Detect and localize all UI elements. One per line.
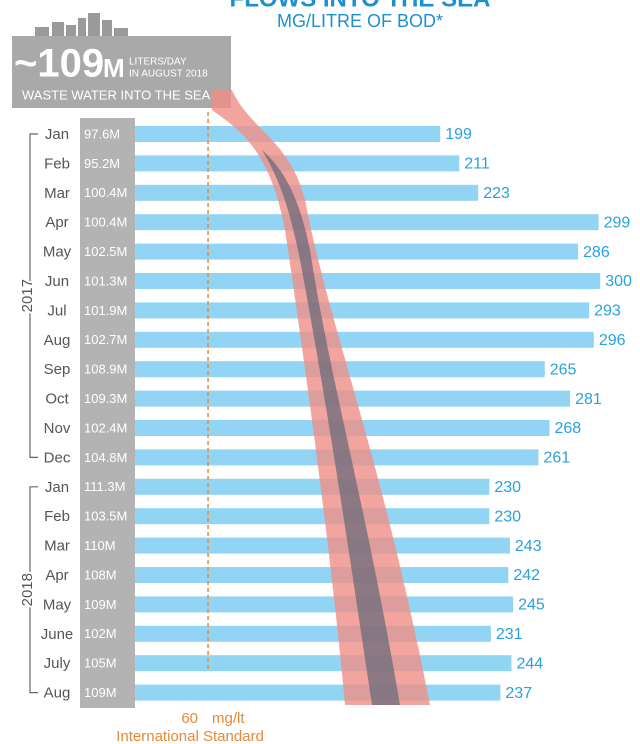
value-label: 199 — [445, 126, 472, 143]
month-label: Oct — [45, 391, 69, 408]
volume-label: 102.7M — [84, 332, 127, 347]
value-label: 244 — [516, 655, 543, 672]
bar — [135, 332, 594, 348]
volume-label: 108.9M — [84, 362, 127, 377]
value-label: 296 — [599, 332, 626, 349]
month-label: Aug — [44, 685, 71, 702]
value-label: 237 — [505, 685, 532, 702]
headline-line1: LITERS/DAY — [129, 57, 187, 68]
value-label: 300 — [605, 273, 632, 290]
standard-caption: International Standard — [116, 728, 264, 744]
month-label: Jan — [45, 479, 69, 496]
month-label: June — [41, 626, 74, 643]
skyline — [35, 13, 128, 36]
bar — [135, 567, 508, 583]
value-label: 230 — [494, 508, 521, 525]
month-label: Jun — [45, 273, 69, 290]
month-label: Jan — [45, 126, 69, 143]
volume-label: 101.3M — [84, 273, 127, 288]
volume-label: 109M — [84, 685, 117, 700]
volume-label: 95.2M — [84, 156, 120, 171]
value-label: 230 — [494, 479, 521, 496]
headline: ~109 — [14, 42, 104, 86]
headline-line2: IN AUGUST 2018 — [129, 69, 208, 80]
month-label: Feb — [44, 155, 70, 172]
month-label: Dec — [44, 449, 71, 466]
value-label: 211 — [464, 156, 490, 173]
month-label: May — [43, 596, 72, 613]
value-label: 268 — [555, 420, 582, 437]
month-label: July — [44, 655, 71, 672]
month-label: Mar — [44, 185, 70, 202]
volume-label: 109.3M — [84, 391, 127, 406]
value-label: 286 — [583, 244, 610, 261]
volume-label: 103.5M — [84, 509, 127, 524]
month-label: Aug — [44, 332, 71, 349]
value-label: 299 — [604, 214, 631, 231]
bar — [135, 538, 510, 554]
volume-label: 110M — [84, 538, 116, 553]
volume-label: 104.8M — [84, 450, 127, 465]
year-label: 2017 — [19, 279, 36, 312]
volume-label: 111.3M — [84, 479, 125, 494]
bar — [135, 479, 489, 495]
month-label: Jul — [47, 302, 66, 319]
bar — [135, 185, 478, 201]
standard-value: 60 — [181, 710, 198, 727]
volume-label: 105M — [84, 656, 117, 671]
month-label: Mar — [44, 538, 70, 555]
bar — [135, 626, 491, 642]
month-label: Feb — [44, 508, 70, 525]
volume-label: 101.9M — [84, 303, 127, 318]
month-label: Apr — [45, 214, 68, 231]
volume-label: 97.6M — [84, 126, 120, 141]
bar — [135, 302, 589, 318]
year-label: 2018 — [19, 573, 36, 606]
volume-column — [80, 118, 135, 708]
standard-unit: mg/lt — [212, 710, 245, 727]
volume-label: 109M — [84, 597, 117, 612]
value-label: 245 — [518, 597, 545, 614]
value-label: 242 — [513, 567, 540, 584]
month-label: May — [43, 244, 72, 261]
month-label: Apr — [45, 567, 68, 584]
headline-caption: WASTE WATER INTO THE SEA — [22, 87, 211, 102]
value-label: 231 — [496, 626, 523, 643]
bar — [135, 273, 600, 289]
bar — [135, 685, 500, 701]
chart-subtitle: MG/LITRE OF BOD* — [277, 11, 443, 31]
volume-label: 102.4M — [84, 420, 127, 435]
volume-label: 100.4M — [84, 185, 127, 200]
value-label: 261 — [543, 450, 570, 467]
month-label: Sep — [44, 361, 71, 378]
volume-label: 102M — [84, 626, 117, 641]
bar — [135, 508, 489, 524]
bar — [135, 155, 459, 171]
bar — [135, 655, 511, 671]
volume-label: 108M — [84, 567, 117, 582]
value-label: 293 — [594, 303, 621, 320]
value-label: 281 — [575, 391, 602, 408]
value-label: 223 — [483, 185, 510, 202]
value-label: 243 — [515, 538, 542, 555]
headline-unit: M — [103, 53, 125, 83]
value-label: 265 — [550, 361, 577, 378]
bar — [135, 596, 513, 612]
bar — [135, 244, 578, 260]
bar — [135, 214, 599, 230]
volume-label: 102.5M — [84, 244, 127, 259]
bar — [135, 126, 440, 142]
chart: ~109 M LITERS/DAY IN AUGUST 2018 WASTE W… — [0, 0, 640, 744]
volume-label: 100.4M — [84, 215, 127, 230]
month-label: Nov — [44, 420, 71, 437]
